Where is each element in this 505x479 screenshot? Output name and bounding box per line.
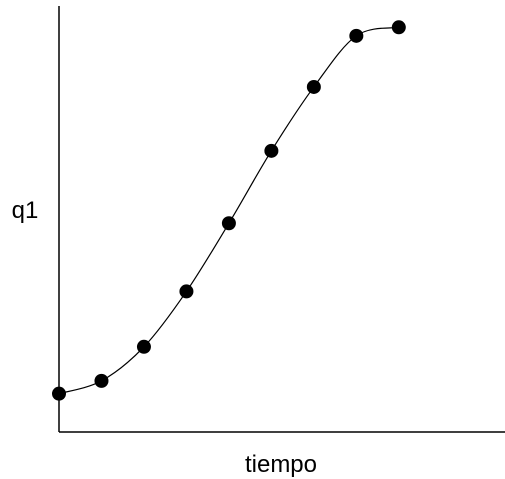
series-line	[58, 26, 399, 395]
data-point	[349, 28, 364, 43]
data-point	[306, 79, 321, 94]
data-point	[94, 373, 109, 388]
data-point	[179, 284, 194, 299]
data-point	[52, 386, 66, 401]
data-point	[136, 339, 151, 354]
x-axis-label: tiempo	[245, 451, 317, 478]
data-point	[391, 20, 406, 35]
data-point	[221, 216, 236, 231]
data-points	[52, 20, 406, 401]
y-axis-label: q1	[12, 197, 39, 224]
data-point	[264, 143, 279, 158]
axes-frame	[58, 6, 505, 433]
